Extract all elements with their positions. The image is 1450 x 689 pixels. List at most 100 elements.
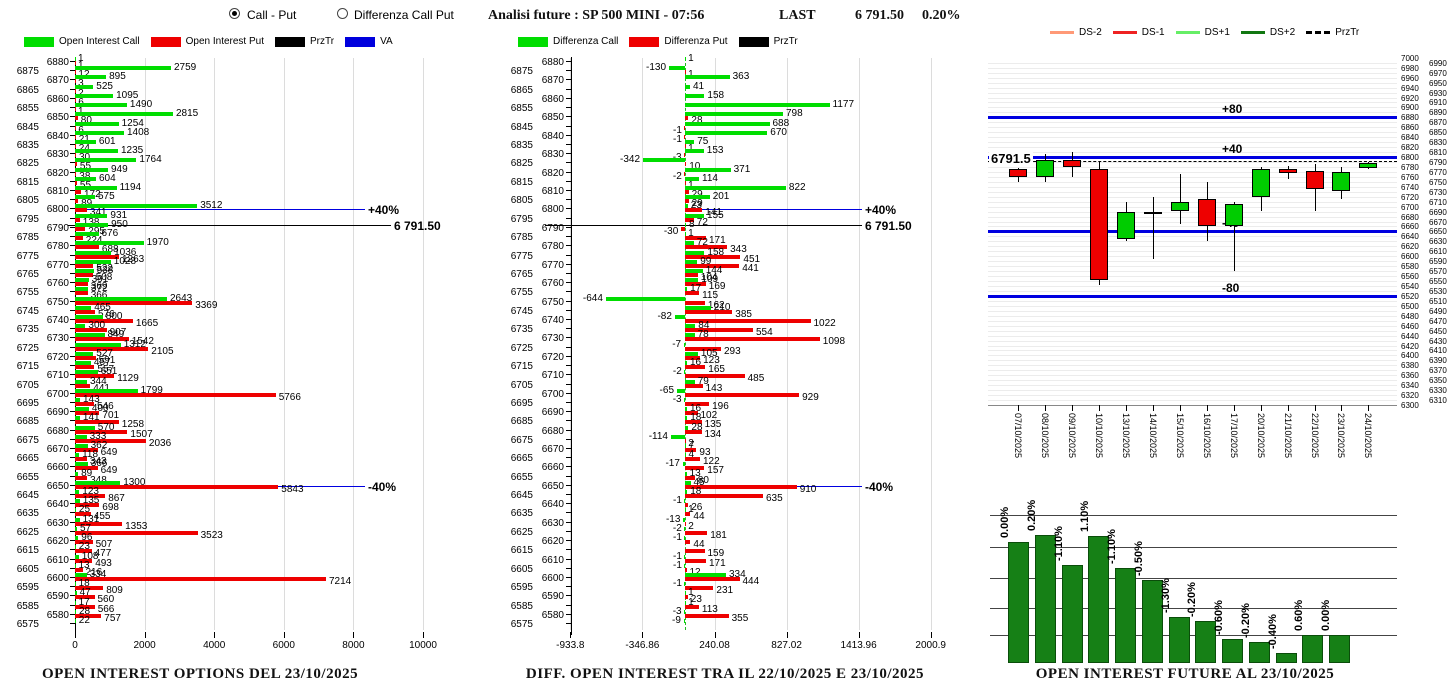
price-axis-label: 6680 <box>1401 212 1419 222</box>
put-bar <box>75 475 88 480</box>
strike-label: 6865 <box>16 84 39 96</box>
stripe-line <box>988 400 1397 401</box>
call-bar <box>75 213 108 218</box>
call-value-label: 2643 <box>170 292 193 304</box>
call-bar <box>684 563 685 568</box>
strike-label: 6725 <box>16 342 39 354</box>
call-value-label: 371 <box>733 163 751 175</box>
stripe-line <box>988 112 1397 114</box>
legend-item: Open Interest Call <box>24 36 140 47</box>
grid-line-vertical <box>353 58 355 630</box>
put-value-label: 369 <box>90 281 108 293</box>
x-tick-label: 2000.9 <box>915 640 946 651</box>
call-bar <box>685 84 690 89</box>
put-value-label: 12 <box>78 69 89 80</box>
x-axis-tick <box>786 632 788 638</box>
put-value-label: 80 <box>697 474 709 486</box>
put-value-label: 910 <box>799 483 817 495</box>
y-axis-tick <box>70 282 75 284</box>
price-axis-label: 6510 <box>1429 296 1447 306</box>
put-value-label: 698 <box>102 502 119 514</box>
call-bar <box>685 453 686 458</box>
put-value-label: 348 <box>90 475 107 486</box>
prztr-value-label: 6791.5 <box>989 151 1033 167</box>
legend-label: Differenza Call <box>553 36 619 47</box>
price-axis-label: 6750 <box>1429 177 1447 187</box>
call-value-label: 16 <box>690 357 702 368</box>
radio-differenza[interactable] <box>337 8 348 19</box>
y-axis-tick <box>70 466 75 468</box>
x-tick-label: 2000 <box>133 640 156 651</box>
put-bar <box>75 254 119 259</box>
y-axis-tick <box>70 162 75 164</box>
stripe-line <box>988 82 1397 84</box>
radio-call-put-label[interactable]: Call - Put <box>247 8 297 22</box>
y-axis-tick <box>566 438 571 440</box>
call-value-label: 28 <box>691 421 703 433</box>
call-bar <box>685 572 726 577</box>
call-value-label: 1 <box>688 504 694 516</box>
put-bar <box>75 604 95 609</box>
call-bar <box>75 121 119 126</box>
call-bar <box>75 554 79 559</box>
call-bar <box>685 167 731 172</box>
strike-label: 6630 <box>541 517 564 529</box>
call-value-label: 72 <box>696 237 708 249</box>
y-axis-tick <box>70 61 75 62</box>
put-bar <box>75 411 100 416</box>
call-bar <box>75 434 87 439</box>
future-bar-label: -1.10% <box>1106 529 1118 564</box>
put-bar <box>75 107 76 112</box>
call-bar <box>75 462 88 467</box>
call-value-label: 800 <box>105 311 123 322</box>
future-bar <box>1222 639 1243 663</box>
call-bar <box>685 57 686 61</box>
call-bar <box>75 250 112 255</box>
call-value-label: 1300 <box>123 476 146 488</box>
call-value-label: 949 <box>111 163 128 175</box>
radio-differenza-label[interactable]: Differenza Call Put <box>354 8 454 22</box>
y-axis-tick <box>566 107 571 109</box>
strike-label: 6775 <box>510 250 533 262</box>
put-value-label: 507 <box>95 539 113 551</box>
call-bar <box>684 582 685 587</box>
put-bar <box>685 503 689 508</box>
stripe-line <box>988 286 1397 287</box>
y-axis-tick <box>70 291 75 293</box>
call-bar <box>75 268 94 273</box>
price-axis-label: 6490 <box>1429 306 1447 316</box>
call-value-label: 23 <box>78 541 90 553</box>
call-value-label: 99 <box>700 255 712 267</box>
y-axis-tick <box>566 180 571 182</box>
strike-label: 6680 <box>46 425 69 437</box>
put-value-label: 355 <box>731 612 749 624</box>
put-bar <box>681 226 685 231</box>
call-bar <box>685 232 686 236</box>
strike-label: 6660 <box>46 462 69 474</box>
call-bar <box>685 222 686 227</box>
radio-call-put-circle[interactable] <box>229 8 240 19</box>
y-axis-tick <box>566 116 571 118</box>
y-axis-tick <box>70 180 75 182</box>
strike-label: 6695 <box>16 397 39 409</box>
stripe-line <box>988 162 1397 163</box>
y-axis-tick <box>70 107 75 109</box>
put-value-label: 522 <box>96 262 113 274</box>
stripe-line <box>988 211 1397 213</box>
strike-label: 6600 <box>541 572 564 584</box>
strike-label: 6805 <box>16 195 39 207</box>
radio-call-put[interactable] <box>229 8 240 19</box>
y-axis-tick <box>70 411 75 413</box>
x-axis-tick <box>1045 405 1046 411</box>
put-value-label: 2105 <box>151 345 174 357</box>
price-axis-label: 6610 <box>1429 247 1447 257</box>
call-bar <box>683 619 685 623</box>
put-value-label: 104 <box>700 271 718 283</box>
call-bar <box>671 434 685 439</box>
radio-differenza-circle[interactable] <box>337 8 348 19</box>
stripe-line <box>988 87 1397 89</box>
y-axis-tick <box>566 254 571 256</box>
put-bar <box>75 576 326 581</box>
call-bar <box>75 600 76 605</box>
stripe-line <box>988 246 1397 248</box>
